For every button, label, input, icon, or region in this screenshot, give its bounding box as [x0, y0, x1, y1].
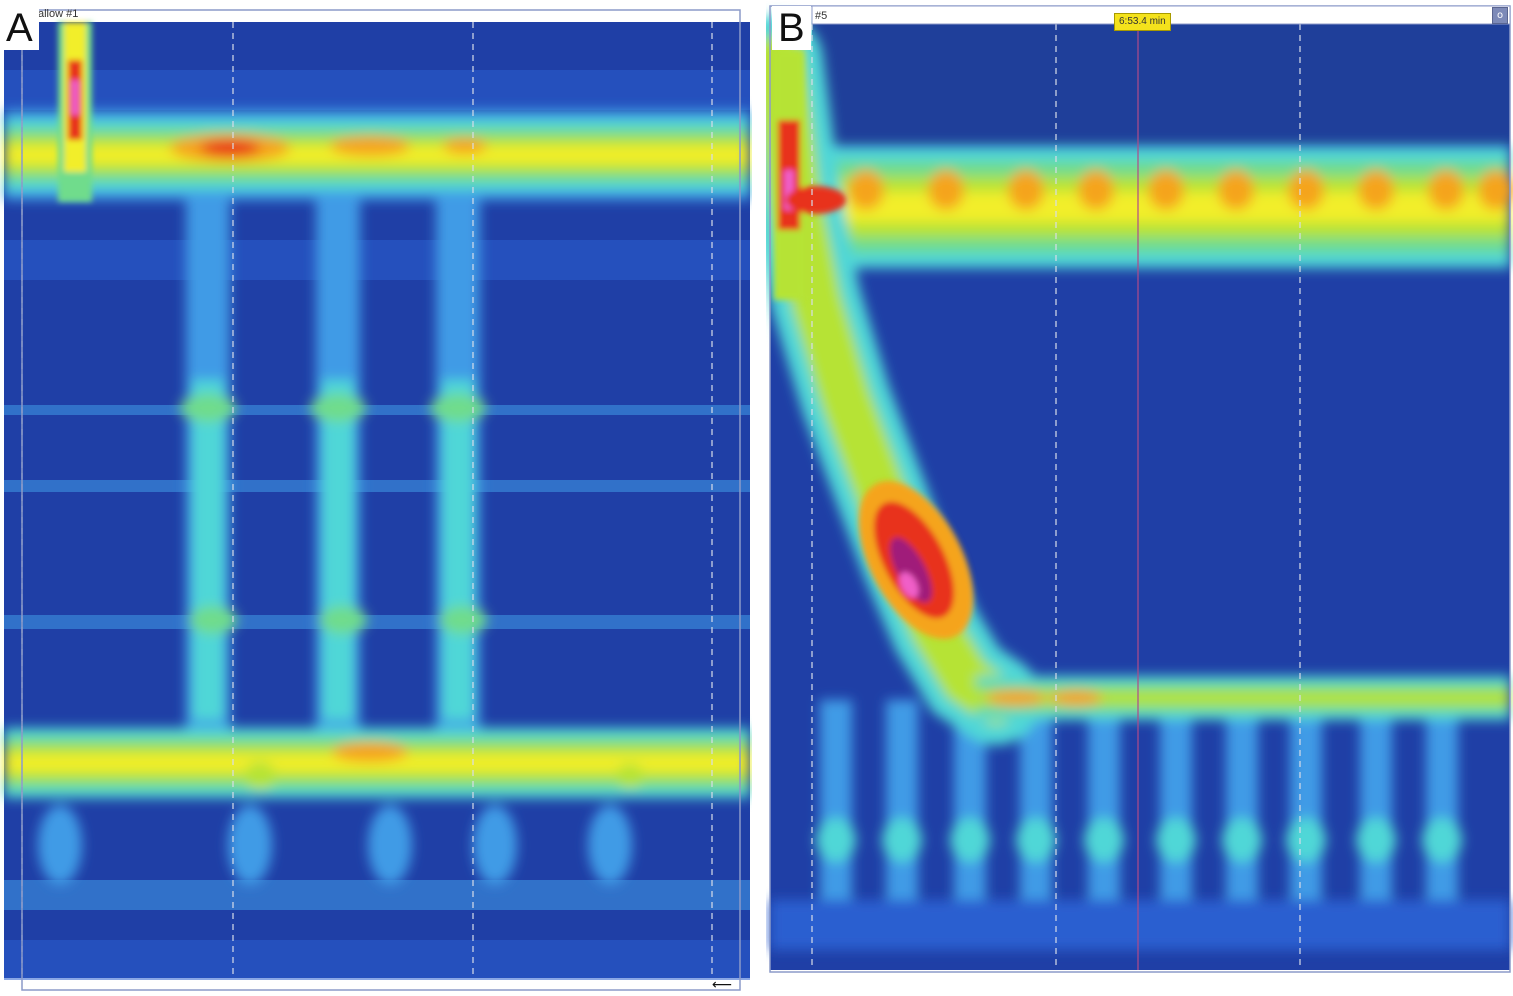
column-node — [1286, 818, 1326, 862]
lower-hotspot — [1050, 690, 1102, 706]
settings-icon[interactable]: o — [1492, 7, 1508, 24]
pressure-column — [1360, 700, 1392, 900]
lower-texture — [473, 805, 517, 885]
pressure-column — [1426, 700, 1458, 900]
lower-hotspot — [986, 690, 1046, 706]
panel-a: A allow #1 ⟵ — [0, 0, 752, 996]
pressure-column — [1226, 700, 1258, 900]
texture-band — [4, 70, 750, 110]
spike-layer-a — [58, 22, 92, 202]
column-node — [1156, 818, 1196, 862]
plot-area-b — [766, 15, 1513, 970]
texture-band — [4, 615, 750, 629]
top-region-b — [812, 24, 1510, 144]
lower-texture — [368, 805, 412, 885]
upper-hotspot — [330, 136, 410, 156]
pressure-column-core — [192, 380, 224, 720]
pressure-column — [1290, 700, 1322, 900]
column-node — [1356, 818, 1396, 862]
soft-layer-a — [4, 110, 750, 885]
swallow-label-a: allow #1 — [38, 8, 79, 20]
texture-band — [4, 940, 750, 980]
swallow-spike-peak — [784, 170, 794, 210]
texture-band — [4, 405, 750, 415]
lower-hotspot — [332, 742, 408, 762]
left-arrow-icon: ⟵ — [712, 977, 733, 993]
texture-band — [4, 480, 750, 492]
lower-band-a — [4, 728, 750, 798]
lower-drip — [244, 762, 276, 790]
upper-hotspot — [786, 186, 846, 214]
pressure-column-core — [322, 380, 354, 720]
pressure-column — [1088, 700, 1120, 900]
column-node — [439, 606, 487, 634]
upper-hotspot — [1008, 170, 1044, 210]
column-node — [430, 394, 486, 422]
upper-hotspot — [1428, 170, 1464, 210]
upper-hotspot — [1358, 170, 1394, 210]
spike-layer-b — [774, 50, 974, 639]
upper-hotspot — [1288, 170, 1324, 210]
pressure-column — [820, 700, 852, 900]
heatmap-a — [0, 0, 752, 996]
column-node — [1422, 818, 1462, 862]
panel-a-label: A — [0, 6, 39, 50]
lower-band-b — [976, 676, 1510, 720]
upper-hotspot — [928, 170, 964, 210]
pressure-column — [886, 700, 918, 900]
wave-peak-center — [899, 572, 919, 598]
lower-drip — [616, 764, 644, 788]
panel-b-label: B — [772, 6, 811, 50]
column-node — [816, 818, 856, 862]
upper-hotspot — [1478, 170, 1513, 210]
plot-area-a — [4, 22, 750, 980]
upper-hotspot — [1218, 170, 1254, 210]
upper-hotspot — [848, 170, 884, 210]
column-node — [950, 818, 990, 862]
pressure-column-core — [442, 380, 474, 720]
lower-texture — [228, 805, 272, 885]
heatmap-b — [766, 0, 1513, 996]
texture-band — [4, 240, 750, 280]
lower-texture — [38, 805, 82, 885]
swallow-label-b: #5 — [815, 10, 828, 22]
lower-texture — [770, 900, 1510, 950]
column-node — [882, 818, 922, 862]
pressure-column — [1160, 700, 1192, 900]
column-node — [1222, 818, 1262, 862]
upper-hotspot-core — [200, 140, 260, 156]
time-marker-badge: 6:53.4 min — [1114, 13, 1171, 31]
wave-peak — [890, 537, 932, 603]
column-node — [1016, 818, 1056, 862]
column-node — [180, 394, 236, 422]
frame-a — [21, 9, 741, 991]
column-node — [1084, 818, 1124, 862]
upper-hotspot — [1148, 170, 1184, 210]
column-node — [310, 394, 366, 422]
panel-b: B #5 6:53.4 min o — [766, 0, 1513, 996]
column-node — [319, 606, 367, 634]
texture-band — [4, 880, 750, 910]
swallow-spike-peak — [71, 80, 79, 115]
upper-hotspot — [1078, 170, 1114, 210]
upper-hotspot — [443, 138, 487, 154]
lower-texture — [588, 805, 632, 885]
column-node — [189, 606, 237, 634]
